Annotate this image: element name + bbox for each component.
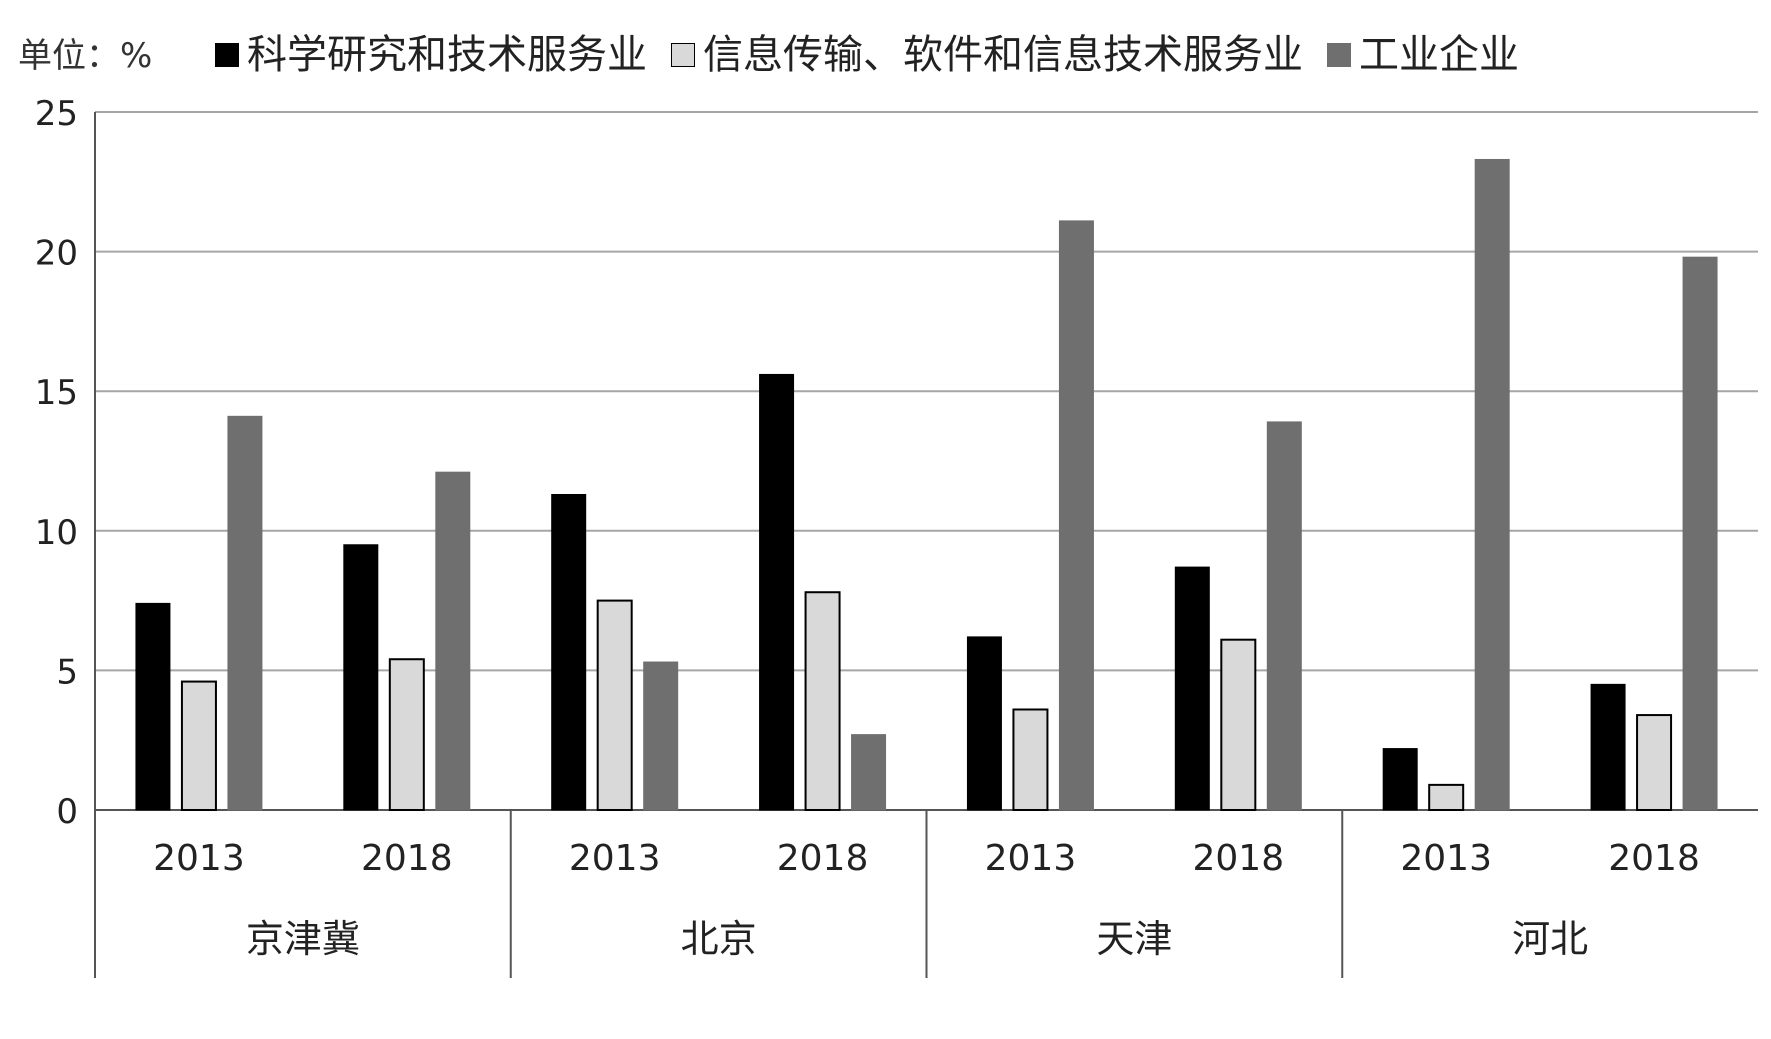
x-tick-label: 2013: [985, 838, 1077, 879]
x-tick-label: 2013: [153, 838, 245, 879]
legend: 科学研究和技术服务业 信息传输、软件和信息技术服务业 工业企业: [215, 22, 1543, 80]
x-tick-label: 2018: [361, 838, 453, 879]
bar: [435, 471, 471, 811]
bar: [851, 734, 887, 811]
y-tick-label: 0: [56, 792, 78, 832]
y-tick-label: 15: [35, 373, 78, 413]
bar: [1682, 256, 1718, 811]
bar: [551, 494, 587, 811]
bar: [1266, 421, 1302, 811]
bar: [1590, 683, 1626, 811]
legend-label-industry: 工业企业: [1359, 32, 1519, 78]
bar: [180, 680, 217, 811]
y-tick-label: 5: [56, 652, 78, 692]
x-tick-label: 2018: [1193, 838, 1285, 879]
bar: [1636, 714, 1673, 812]
bar: [759, 373, 795, 811]
legend-label-research: 科学研究和技术服务业: [247, 32, 647, 78]
bar: [1174, 566, 1210, 811]
x-tick-label: 2013: [1400, 838, 1492, 879]
y-tick-label: 25: [35, 94, 78, 134]
group-label: 北京: [681, 917, 757, 961]
legend-swatch-industry: [1327, 43, 1351, 67]
bar: [804, 591, 841, 811]
bar: [1428, 783, 1465, 812]
bar: [966, 636, 1002, 811]
group-label: 京津冀: [246, 917, 360, 961]
group-label: 河北: [1512, 917, 1588, 961]
bar: [643, 661, 679, 811]
legend-item-research: 科学研究和技术服务业: [215, 22, 647, 80]
x-tick-label: 2018: [777, 838, 869, 879]
bar: [1382, 748, 1418, 811]
bar: [135, 602, 171, 811]
legend-swatch-it: [671, 43, 695, 67]
bar: [596, 599, 633, 811]
y-tick-label: 20: [35, 234, 78, 274]
bar: [388, 658, 425, 811]
unit-label: 单位：%: [18, 36, 153, 76]
bar: [227, 415, 263, 811]
y-tick-label: 10: [35, 513, 78, 553]
bar: [1220, 638, 1257, 811]
bar: [343, 544, 379, 811]
bar: [1474, 158, 1510, 811]
legend-label-it: 信息传输、软件和信息技术服务业: [703, 32, 1303, 78]
legend-item-it: 信息传输、软件和信息技术服务业: [671, 22, 1303, 80]
legend-swatch-research: [215, 43, 239, 67]
bar: [1012, 708, 1049, 811]
legend-item-industry: 工业企业: [1327, 22, 1519, 80]
x-tick-label: 2013: [569, 838, 661, 879]
x-tick-label: 2018: [1608, 838, 1700, 879]
bar: [1058, 220, 1094, 811]
group-label: 天津: [1096, 917, 1172, 961]
